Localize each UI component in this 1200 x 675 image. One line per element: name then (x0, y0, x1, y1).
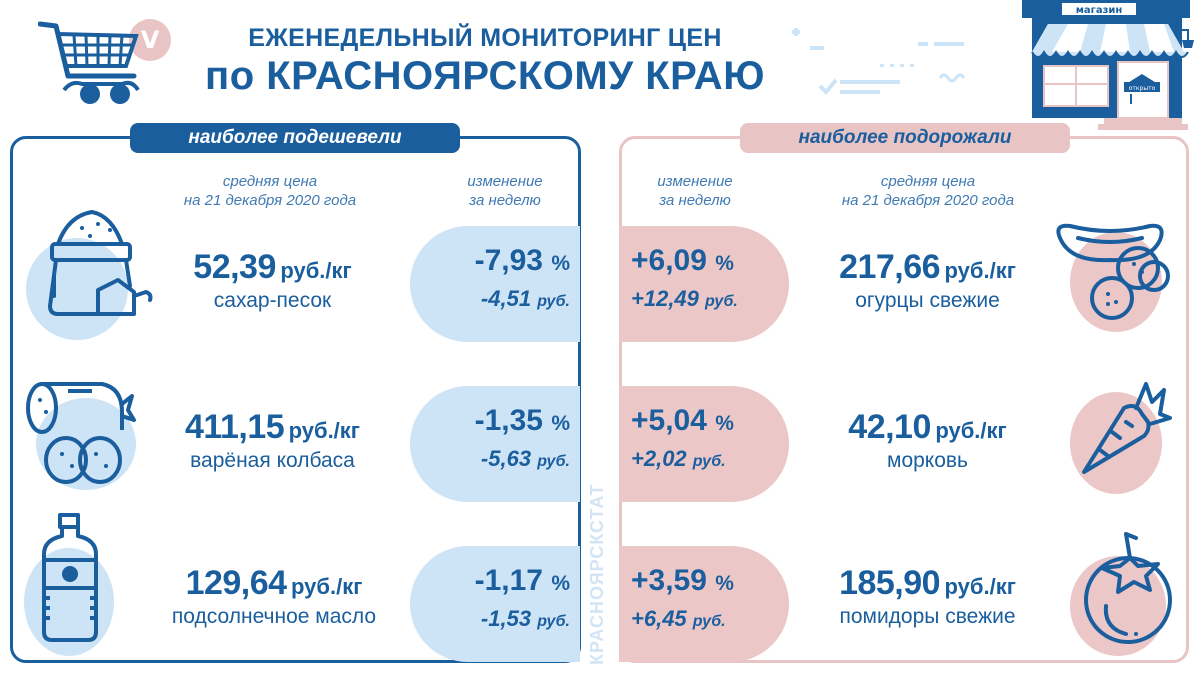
cucumber-change-pill: +6,09 % +12,49 руб. (619, 226, 789, 342)
decorative-doodles-icon (792, 28, 966, 95)
sausage-change-pct: -1,35 % (474, 404, 570, 437)
right-price-header: средняя цена на 21 декабря 2020 года (808, 172, 1048, 210)
oil-name: подсолнечное масло (171, 605, 377, 628)
cheaper-panel-title: наиболее подешевели (130, 123, 460, 153)
right-change-header-line1: изменение (657, 173, 733, 190)
carrot-icon (1082, 382, 1172, 474)
tomato-change-pill: +3,59 % +6,45 руб. (619, 546, 789, 662)
sugar-change-rub: -4,51 руб. (480, 286, 570, 311)
carrot-icon-bg (1070, 392, 1162, 494)
store-building-icon: магазин открыто (1022, 0, 1194, 130)
left-price-header: средняя цена на 21 декабря 2020 года (150, 172, 390, 210)
tomato-change-rub: +6,45 руб. (631, 606, 726, 631)
sugar-change-pill: -7,93 % -4,51 руб. (410, 226, 580, 342)
carrot-unit: руб./кг (935, 418, 1007, 443)
right-price-header-line2: на 21 декабря 2020 года (841, 192, 1015, 209)
sugar-sack-icon (48, 210, 153, 316)
svg-text:открыто: открыто (1129, 85, 1156, 92)
left-change-header-line1: изменение (467, 173, 543, 190)
left-price-header-line1: средняя цена (222, 173, 318, 190)
carrot-price: 42,10 (848, 408, 931, 446)
svg-text:магазин: магазин (1076, 5, 1123, 16)
oil-change-rub: -1,53 руб. (480, 606, 570, 631)
oil-price-block: 129,64 руб./кг подсолнечное масло (148, 564, 400, 629)
krasnoyarskstat-watermark: КРАСНОЯРСКСТАТ (587, 483, 607, 665)
cucumber-price-block: 217,66 руб./кг огурцы свежие (805, 248, 1050, 313)
cucumber-icon (1056, 223, 1170, 320)
cucumber-name: огурцы свежие (855, 289, 1000, 312)
svg-text:V: V (141, 26, 160, 54)
oil-bottle-icon (42, 513, 98, 642)
right-price-header-line1: средняя цена (880, 173, 976, 190)
sugar-price-block: 52,39 руб./кг сахар-песок (150, 248, 395, 313)
sugar-price: 52,39 (193, 248, 276, 286)
oil-change-pct: -1,17 % (474, 564, 570, 597)
left-price-header-line2: на 21 декабря 2020 года (183, 192, 357, 209)
carrot-change-pill: +5,04 % +2,02 руб. (619, 386, 789, 502)
header-title-line2: по КРАСНОЯРСКОМУ КРАЮ (205, 54, 765, 98)
tomato-icon (1084, 532, 1172, 644)
tomato-change-pct: +3,59 % (631, 564, 734, 597)
oil-change-pill: -1,17 % -1,53 руб. (410, 546, 580, 662)
sugar-name: сахар-песок (213, 289, 332, 312)
sausage-unit: руб./кг (288, 418, 360, 443)
sausage-name: варёная колбаса (190, 449, 355, 472)
oil-price: 129,64 (185, 564, 288, 602)
sausage-change-pill: -1,35 % -5,63 руб. (410, 386, 580, 502)
carrot-price-block: 42,10 руб./кг морковь (805, 408, 1050, 473)
sugar-change-pct: -7,93 % (474, 244, 570, 277)
cucumber-change-rub: +12,49 руб. (631, 286, 738, 311)
sausage-change-rub: -5,63 руб. (480, 446, 570, 471)
cucumber-price: 217,66 (839, 248, 941, 286)
tomato-name: помидоры свежие (839, 605, 1016, 628)
sausage-price-block: 411,15 руб./кг варёная колбаса (150, 408, 395, 473)
shopping-cart-icon: V (38, 19, 171, 104)
carrot-name: морковь (887, 449, 968, 472)
sugar-icon-bg (26, 238, 128, 340)
tomato-unit: руб./кг (944, 574, 1016, 599)
sugar-unit: руб./кг (280, 258, 352, 283)
left-change-header-line2: за неделю (469, 192, 541, 209)
oil-unit: руб./кг (291, 574, 363, 599)
tomato-price: 185,90 (839, 564, 941, 602)
carrot-change-pct: +5,04 % (631, 404, 734, 437)
header-title-line1: ЕЖЕНЕДЕЛЬНЫЙ МОНИТОРИНГ ЦЕН (248, 24, 722, 52)
cucumber-unit: руб./кг (944, 258, 1016, 283)
right-change-header-line2: за неделю (659, 192, 731, 209)
cucumber-change-pct: +6,09 % (631, 244, 734, 277)
tomato-price-block: 185,90 руб./кг помидоры свежие (805, 564, 1050, 629)
pricier-panel-title: наиболее подорожали (740, 123, 1070, 153)
carrot-change-rub: +2,02 руб. (631, 446, 726, 471)
sausage-price: 411,15 (185, 408, 285, 446)
right-change-header: изменение за неделю (630, 172, 760, 210)
left-change-header: изменение за неделю (440, 172, 570, 210)
sausage-icon (26, 382, 136, 484)
